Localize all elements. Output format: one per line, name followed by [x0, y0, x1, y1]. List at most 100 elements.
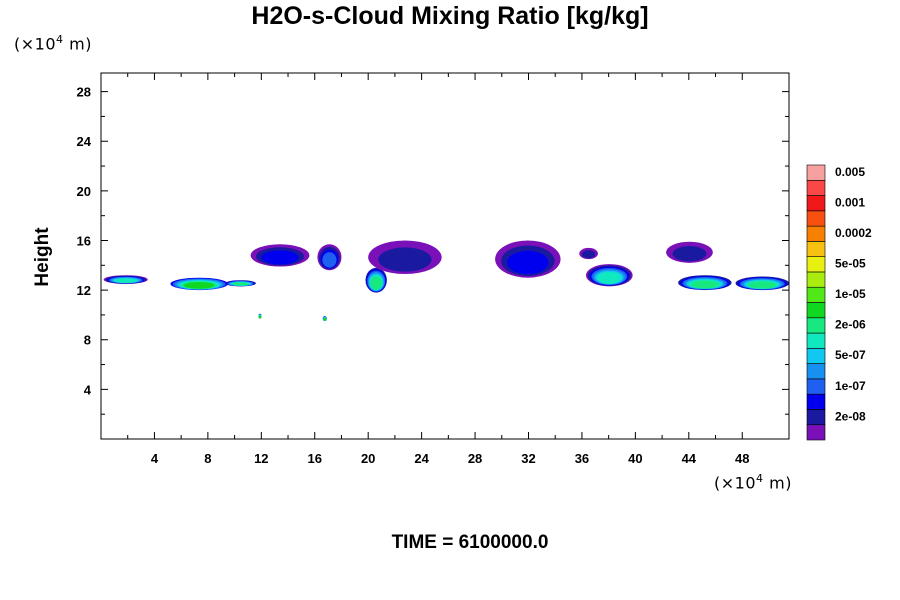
x-tick: 40	[628, 73, 643, 466]
x-tick-label: 16	[308, 451, 322, 466]
cloud-region	[579, 247, 598, 260]
colorbar-label: 2e-06	[835, 318, 866, 332]
x-tick-label: 20	[361, 451, 375, 466]
cloud-region	[250, 244, 310, 267]
cloud-contour	[114, 278, 138, 283]
cloud-contour	[261, 250, 299, 265]
y-tick: 28	[77, 85, 789, 100]
colorbar-cell	[806, 195, 826, 212]
x-axis-unit: (×104 m)	[714, 472, 792, 493]
colorbar-cell	[806, 317, 826, 334]
cloud-region	[735, 276, 789, 291]
colorbar-cell	[806, 348, 826, 364]
y-tick: 8	[84, 333, 789, 348]
cloud-region	[678, 275, 732, 291]
cloud-region	[258, 313, 262, 319]
cloud-region	[368, 240, 442, 274]
x-tick-label: 8	[204, 451, 211, 466]
cloud-contour	[323, 317, 327, 321]
colorbar-cell	[806, 286, 826, 303]
y-tick-label: 24	[77, 134, 92, 149]
colorbar-cell	[806, 225, 826, 242]
y-tick: 24	[77, 134, 789, 149]
y-tick: 16	[77, 233, 789, 248]
y-tick: 12	[77, 283, 789, 298]
cloud-contour	[672, 246, 707, 262]
x-tick: 48	[735, 73, 749, 466]
y-tick-label: 12	[77, 283, 91, 298]
colorbar-cell	[806, 210, 826, 227]
x-tick: 16	[308, 73, 322, 466]
time-label: TIME = 6100000.0	[391, 532, 549, 553]
x-tick-label: 40	[628, 451, 642, 466]
colorbar-label: 5e-05	[835, 257, 866, 271]
colorbar-label: 0.005	[835, 165, 865, 179]
y-tick: 20	[77, 184, 789, 199]
colorbar-label: 1e-05	[835, 287, 866, 301]
cloud-region	[585, 264, 633, 287]
y-tick-label: 28	[77, 85, 91, 100]
x-tick: 44	[682, 73, 697, 466]
cloud-contour	[748, 281, 777, 289]
y-tick-label: 8	[84, 333, 91, 348]
colorbar-cell	[806, 409, 826, 426]
cloud-contour	[507, 250, 549, 275]
x-tick-label: 24	[414, 451, 429, 466]
cloud-contour	[378, 247, 432, 272]
colorbar-cell	[806, 256, 826, 273]
cloud-contour	[258, 315, 262, 319]
cloud-layer	[103, 240, 789, 322]
y-axis-unit: (×104 m)	[14, 33, 92, 54]
cloud-region	[103, 275, 148, 284]
x-tick: 28	[468, 73, 482, 466]
y-tick-label: 16	[77, 233, 91, 248]
plot-frame	[100, 72, 790, 440]
cloud-region	[495, 240, 561, 278]
x-tick: 20	[361, 73, 375, 466]
cloud-region	[317, 244, 342, 271]
colorbar-cell	[806, 363, 826, 380]
colorbar-label: 5e-07	[835, 348, 866, 362]
x-tick: 36	[575, 73, 589, 466]
x-tick-label: 36	[575, 451, 589, 466]
x-tick: 4	[151, 73, 159, 466]
cloud-contour	[370, 276, 382, 290]
colorbar-label: 0.001	[835, 195, 865, 209]
x-tick-label: 12	[254, 451, 268, 466]
colorbar-label: 2e-08	[835, 409, 866, 423]
cloud-contour	[232, 282, 249, 286]
cloud-contour	[690, 280, 719, 289]
colorbar-cell	[806, 378, 826, 395]
colorbar-cell	[806, 271, 826, 288]
colorbar-label: 1e-07	[835, 379, 866, 393]
y-tick: 4	[84, 382, 789, 397]
x-tick-label: 28	[468, 451, 482, 466]
x-tick: 12	[254, 73, 269, 466]
y-tick-label: 4	[84, 382, 92, 397]
cloud-region	[365, 267, 387, 293]
cloud-contour	[596, 271, 622, 284]
cloud-region	[666, 241, 713, 263]
x-tick: 24	[414, 73, 430, 466]
chart-title: H2O-s-Cloud Mixing Ratio [kg/kg]	[251, 2, 649, 30]
x-tick: 32	[521, 73, 536, 466]
colorbar-cell	[806, 179, 826, 196]
colorbar-label: 0.0002	[835, 226, 872, 240]
colorbar-cell	[806, 302, 826, 319]
colorbar: 2e-08 1e-07 5e-07 2e-06 1e-05 5e-05 0.0002 0.00…	[806, 164, 872, 441]
x-tick-label: 44	[682, 451, 697, 466]
colorbar-cell	[806, 393, 826, 410]
cloud-contour	[184, 282, 215, 289]
cloud-region	[322, 316, 327, 322]
colorbar-cell	[806, 241, 826, 257]
colorbar-cell	[806, 164, 826, 181]
x-tick-label: 4	[151, 451, 159, 466]
cloud-region	[170, 277, 228, 291]
colorbar-cell	[806, 424, 826, 441]
x-tick: 8	[204, 73, 211, 466]
y-tick-label: 20	[77, 184, 91, 199]
x-tick-label: 32	[521, 451, 535, 466]
cloud-contour	[322, 252, 337, 268]
